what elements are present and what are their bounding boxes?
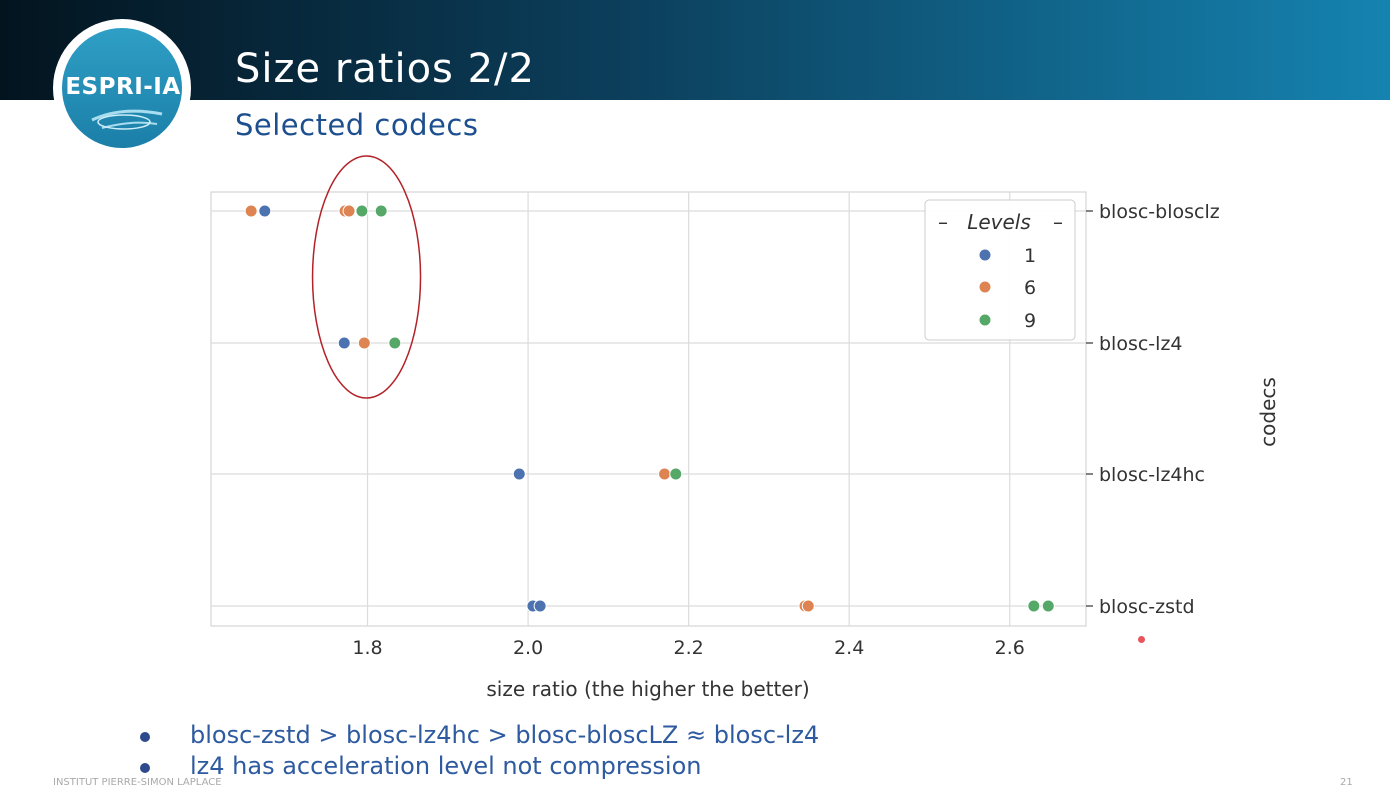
legend-box <box>924 199 1076 341</box>
legend-dash-left: – <box>938 210 948 234</box>
bullet-item: blosc-zstd > blosc-lz4hc > blosc-bloscLZ… <box>138 720 819 751</box>
espri-ia-logo: ESPRI-IA <box>53 19 191 157</box>
legend-marker-level-1 <box>978 248 992 262</box>
header-band <box>0 0 1390 100</box>
slide-title: Size ratios 2/2 <box>235 46 535 92</box>
slide-subtitle: Selected codecs <box>235 108 479 142</box>
data-point-level-9 <box>374 204 388 218</box>
legend-label: 9 <box>1024 310 1036 332</box>
data-point-level-1 <box>337 336 351 350</box>
legend-title: Levels <box>967 210 1031 234</box>
x-tick-label: 1.8 <box>352 637 382 659</box>
data-point-level-9 <box>669 467 683 481</box>
data-point-level-6 <box>801 599 815 613</box>
data-point-level-6 <box>658 467 672 481</box>
logo-disc: ESPRI-IA <box>62 28 182 148</box>
footer-institute: INSTITUT PIERRE-SIMON LAPLACE <box>53 777 222 788</box>
x-axis-label: size ratio (the higher the better) <box>486 677 809 701</box>
y-tick-label: blosc-zstd <box>1099 596 1195 618</box>
data-point-level-6 <box>342 204 356 218</box>
legend-label: 6 <box>1024 277 1036 299</box>
y-axis-label: codecs <box>1256 377 1280 447</box>
swirl-icon <box>91 109 163 130</box>
legend-dash-right: – <box>1053 210 1063 234</box>
data-point-level-9 <box>355 204 369 218</box>
bullet-list: blosc-zstd > blosc-lz4hc > blosc-bloscLZ… <box>138 720 819 782</box>
data-point-level-6 <box>357 336 371 350</box>
bullet-item: lz4 has acceleration level not compressi… <box>138 751 819 782</box>
data-point-level-1 <box>512 467 526 481</box>
data-point-level-1 <box>533 599 547 613</box>
x-tick-label: 2.6 <box>995 637 1025 659</box>
x-tick-label: 2.2 <box>674 637 704 659</box>
x-tick-label: 2.0 <box>513 637 543 659</box>
bullet-text: blosc-zstd > blosc-lz4hc > blosc-bloscLZ… <box>190 721 820 749</box>
data-point-level-6 <box>244 204 258 218</box>
page-number: 21 <box>1340 777 1353 788</box>
legend-marker-level-9 <box>978 313 992 327</box>
bullet-text: lz4 has acceleration level not compressi… <box>190 752 702 780</box>
data-point-level-9 <box>1041 599 1055 613</box>
data-point-level-1 <box>258 204 272 218</box>
legend-label: 1 <box>1024 245 1036 267</box>
data-point-level-9 <box>1027 599 1041 613</box>
y-tick-label: blosc-blosclz <box>1099 201 1220 223</box>
legend-marker-level-6 <box>978 280 992 294</box>
bullet-dot-icon <box>140 763 150 773</box>
bullet-dot-icon <box>140 732 150 742</box>
y-tick-label: blosc-lz4hc <box>1099 464 1205 486</box>
size-ratio-chart: 1.8 2.0 2.2 2.4 2.6 blosc-blosclz blosc-lz4 blo… <box>210 155 1280 701</box>
highlight-ellipse <box>311 155 422 399</box>
red-marker-dot <box>1138 636 1145 643</box>
data-point-level-9 <box>388 336 402 350</box>
x-tick-label: 2.4 <box>834 637 864 659</box>
logo-text: ESPRI-IA <box>65 74 181 100</box>
y-tick-label: blosc-lz4 <box>1099 333 1183 355</box>
